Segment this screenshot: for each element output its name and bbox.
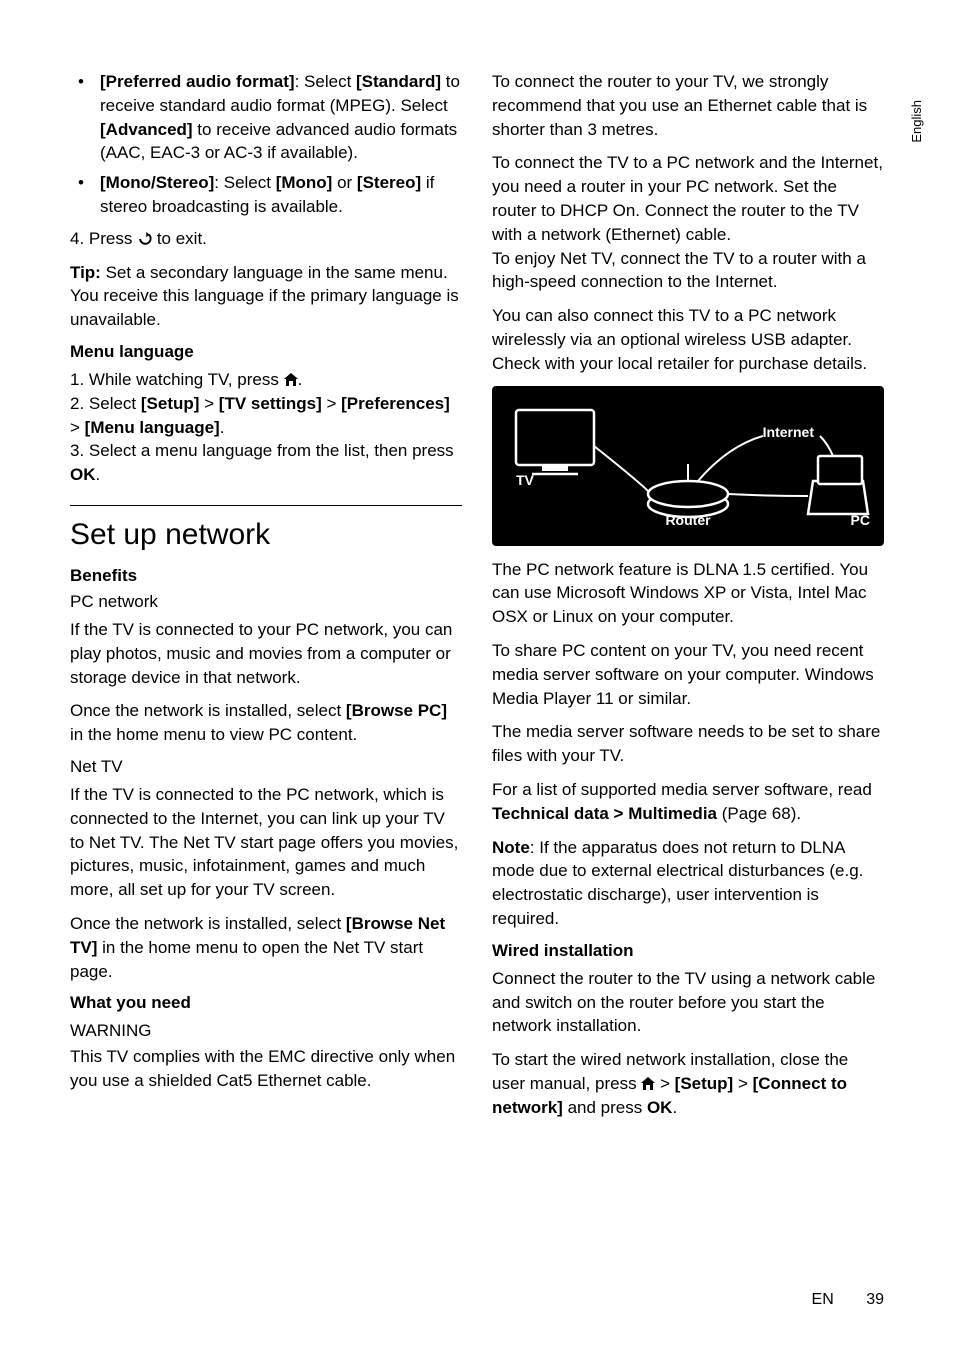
pc-network-p2: Once the network is installed, select [B… bbox=[70, 699, 462, 747]
r-p2: To connect the TV to a PC network and th… bbox=[492, 151, 884, 294]
r-p6: The media server software needs to be se… bbox=[492, 720, 884, 768]
r-p3: You can also connect this TV to a PC net… bbox=[492, 304, 884, 375]
benefits-heading: Benefits bbox=[70, 566, 462, 586]
section-title-network: Set up network bbox=[70, 505, 462, 552]
wired-p1: Connect the router to the TV using a net… bbox=[492, 967, 884, 1038]
net-tv-p1: If the TV is connected to the PC network… bbox=[70, 783, 462, 902]
menu-lang-steps: 1. While watching TV, press . 2. Select … bbox=[70, 368, 462, 487]
footer-lang: EN bbox=[812, 1291, 834, 1308]
what-you-need-heading: What you need bbox=[70, 993, 462, 1013]
pc-network-p1: If the TV is connected to your PC networ… bbox=[70, 618, 462, 689]
back-icon bbox=[137, 232, 152, 246]
wired-install-heading: Wired installation bbox=[492, 941, 884, 961]
footer-page: 39 bbox=[866, 1291, 884, 1308]
diagram-label-tv: TV bbox=[516, 472, 534, 488]
diagram-label-router: Router bbox=[665, 512, 710, 528]
language-tab: English bbox=[909, 100, 924, 143]
menu-language-heading: Menu language bbox=[70, 342, 462, 362]
page-footer: EN 39 bbox=[812, 1291, 884, 1309]
home-icon bbox=[641, 1077, 655, 1090]
net-tv-p2: Once the network is installed, select [B… bbox=[70, 912, 462, 983]
diagram-label-pc: PC bbox=[851, 512, 870, 528]
tip-paragraph: Tip: Set a secondary language in the sam… bbox=[70, 261, 462, 332]
diagram-label-internet: Internet bbox=[763, 424, 814, 440]
left-column: [Preferred audio format]: Select [Standa… bbox=[70, 70, 462, 1130]
network-diagram: TV Internet Router PC bbox=[492, 386, 884, 546]
right-column: To connect the router to your TV, we str… bbox=[492, 70, 884, 1130]
warning-text: This TV complies with the EMC directive … bbox=[70, 1045, 462, 1093]
r-p4: The PC network feature is DLNA 1.5 certi… bbox=[492, 558, 884, 629]
r-p1: To connect the router to your TV, we str… bbox=[492, 70, 884, 141]
home-icon bbox=[284, 373, 298, 386]
pc-network-heading: PC network bbox=[70, 592, 462, 612]
bullet-preferred-audio: [Preferred audio format]: Select [Standa… bbox=[100, 70, 462, 165]
warning-heading: WARNING bbox=[70, 1019, 462, 1043]
bullet-mono-stereo: [Mono/Stereo]: Select [Mono] or [Stereo]… bbox=[100, 171, 462, 219]
r-p5: To share PC content on your TV, you need… bbox=[492, 639, 884, 710]
net-tv-heading: Net TV bbox=[70, 757, 462, 777]
wired-p2: To start the wired network installation,… bbox=[492, 1048, 884, 1119]
step-4: 4. Press to exit. bbox=[70, 227, 462, 251]
r-p7: For a list of supported media server sof… bbox=[492, 778, 884, 826]
r-p8: Note: If the apparatus does not return t… bbox=[492, 836, 884, 931]
